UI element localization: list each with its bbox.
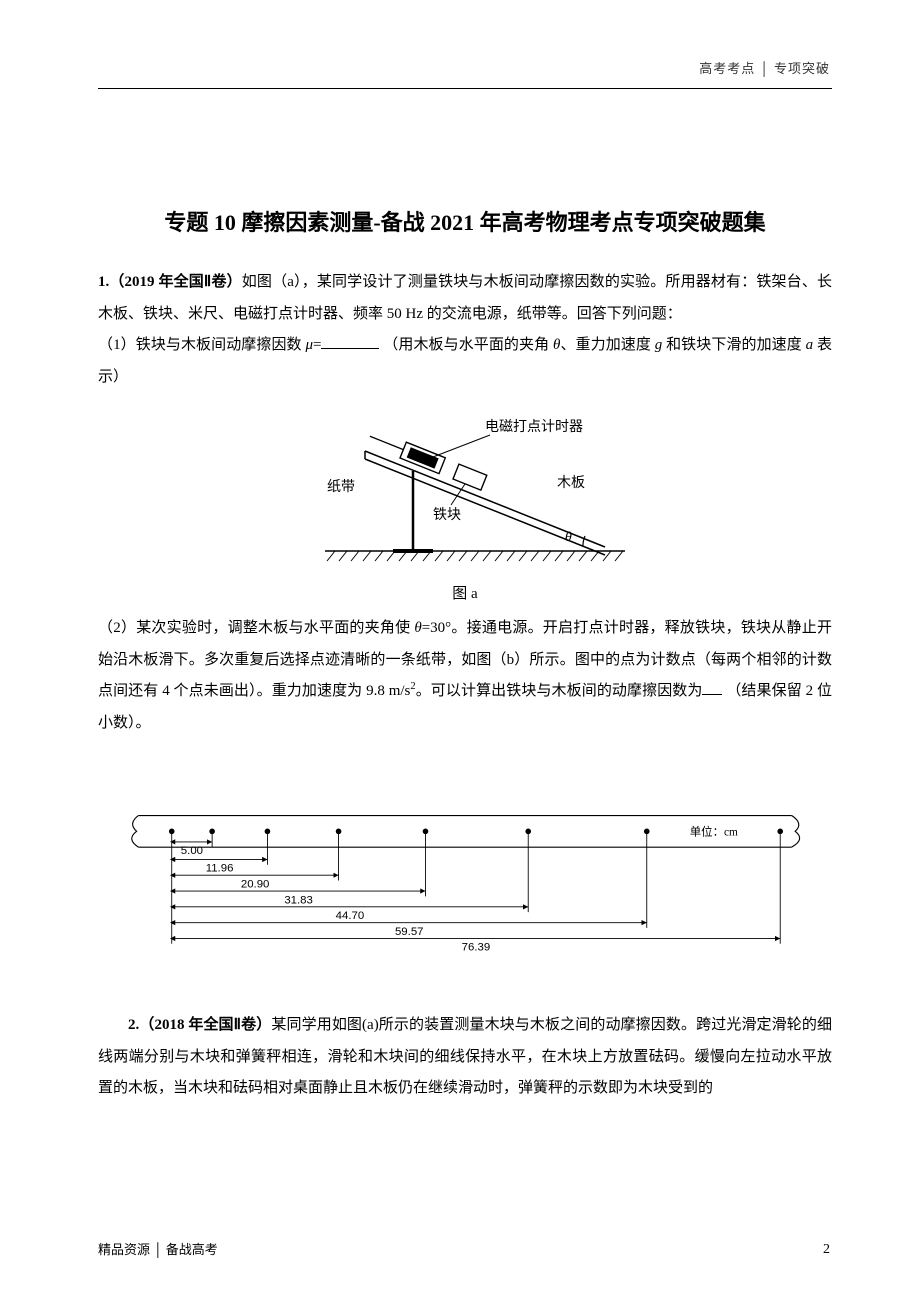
q1-p2-angle: =30°	[422, 620, 451, 636]
q1-stem: 1.（2019 年全国Ⅱ卷）如图（a），某同学设计了测量铁块与木板间动摩擦因数的…	[98, 267, 832, 330]
svg-text:44.70: 44.70	[336, 910, 365, 922]
page: 高考考点 │ 专项突破 专题 10 摩擦因素测量-备战 2021 年高考物理考点…	[0, 0, 920, 1302]
eq-symbol: =	[313, 337, 321, 353]
blank-mu	[321, 334, 379, 349]
svg-text:5.00: 5.00	[181, 845, 203, 857]
q1-p2-head: （2）某次实验时，调整木板与水平面的夹角使	[98, 620, 414, 636]
q1-p1-t3: 和铁块下滑的加速度	[662, 337, 805, 353]
svg-text:59.57: 59.57	[395, 926, 424, 938]
tape-diagram: 单位：cm 5.0011.96 20.90 31.83 44.70 59.57 76.39	[105, 777, 825, 977]
label-timer: 电磁打点计时器	[485, 418, 583, 435]
q1-p1-t1: （用木板与水平面的夹角	[383, 337, 553, 353]
svg-text:单位：cm: 单位：cm	[690, 825, 738, 839]
label-tape: 纸带	[327, 479, 355, 495]
page-number: 2	[823, 1242, 830, 1258]
tape-figure: 单位：cm 5.0011.96 20.90 31.83 44.70 59.57 76.39	[98, 777, 832, 982]
q1-p1-head: （1）铁块与木板间动摩擦因数	[98, 337, 305, 353]
page-title: 专题 10 摩擦因素测量-备战 2021 年高考物理考点专项突破题集	[98, 205, 832, 237]
mu-symbol: μ	[305, 337, 313, 353]
theta2: θ	[414, 620, 421, 636]
figure-a-caption: 图 a	[98, 582, 832, 603]
label-block: 铁块	[433, 507, 461, 523]
q1-part1: （1）铁块与木板间动摩擦因数 μ= （用木板与水平面的夹角 θ、重力加速度 g …	[98, 330, 832, 393]
svg-text:11.96: 11.96	[206, 863, 234, 875]
svg-text:31.83: 31.83	[284, 894, 313, 906]
q2-stem: 2.（2018 年全国Ⅱ卷）某同学用如图(a)所示的装置测量木块与木板之间的动摩…	[98, 1010, 832, 1105]
header-right: 高考考点 │ 专项突破	[699, 58, 830, 77]
incline-diagram: 电磁打点计时器 纸带 铁块 木板 θ	[285, 411, 645, 571]
q2-prefix: 2.（2018 年全国Ⅱ卷）	[128, 1017, 271, 1033]
q1-prefix: 1.（2019 年全国Ⅱ卷）	[98, 274, 242, 290]
svg-text:20.90: 20.90	[241, 879, 270, 891]
header-rule	[98, 88, 832, 89]
q1-p2-b2: 。可以计算出铁块与木板间的动摩擦因数为	[416, 683, 703, 699]
label-theta: θ	[565, 530, 572, 545]
q1-part2: （2）某次实验时，调整木板与水平面的夹角使 θ=30°。接通电源。开启打点计时器…	[98, 613, 832, 739]
svg-text:76.39: 76.39	[462, 942, 491, 954]
q1-p1-t2: 、重力加速度	[560, 337, 654, 353]
label-board: 木板	[557, 475, 585, 491]
footer-left: 精品资源 │ 备战高考	[98, 1239, 218, 1258]
blank-mu-val	[702, 680, 722, 695]
figure-a: 电磁打点计时器 纸带 铁块 木板 θ	[98, 411, 832, 576]
